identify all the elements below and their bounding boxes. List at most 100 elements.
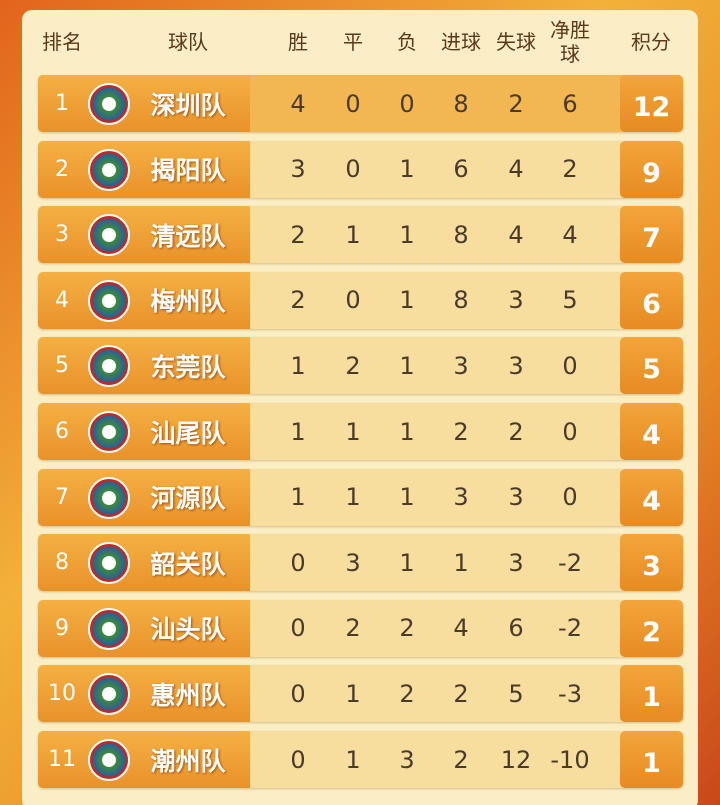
table-row: 10 惠州队 0 1 2 2 5 -3 1 bbox=[38, 665, 683, 723]
stat-gf: 4 bbox=[453, 614, 469, 643]
points: 1 bbox=[642, 682, 661, 714]
points-box bbox=[620, 337, 683, 395]
points-box bbox=[620, 534, 683, 592]
stat-w: 0 bbox=[290, 745, 306, 774]
stat-gf: 8 bbox=[453, 286, 469, 315]
stat-l: 0 bbox=[399, 89, 415, 118]
stat-w: 3 bbox=[290, 155, 306, 184]
stat-w: 2 bbox=[290, 220, 306, 249]
stat-gd: -3 bbox=[558, 679, 582, 708]
column-header: 球队 bbox=[168, 30, 208, 54]
team-name: 梅州队 bbox=[150, 287, 226, 317]
team-logo bbox=[88, 739, 130, 781]
team-name: 汕尾队 bbox=[150, 418, 226, 448]
points: 4 bbox=[642, 485, 661, 517]
team-name: 韶关队 bbox=[150, 549, 226, 579]
stat-w: 0 bbox=[290, 614, 306, 643]
team-logo bbox=[88, 476, 130, 519]
points: 5 bbox=[642, 354, 661, 386]
stat-d: 1 bbox=[345, 417, 361, 446]
points: 6 bbox=[642, 288, 661, 320]
table-row: 3 清远队 2 1 1 8 4 4 7 bbox=[38, 206, 683, 264]
table-row: 8 韶关队 0 3 1 1 3 -2 3 bbox=[38, 534, 683, 592]
column-header: 失球 bbox=[496, 30, 536, 54]
team-logo bbox=[88, 83, 130, 125]
team-name: 汕头队 bbox=[150, 615, 226, 645]
points: 3 bbox=[642, 551, 661, 583]
stat-ga: 3 bbox=[508, 351, 524, 380]
stat-gf: 3 bbox=[453, 483, 469, 512]
stat-ga: 5 bbox=[508, 679, 524, 708]
team-logo bbox=[88, 148, 130, 191]
team-logo bbox=[88, 345, 130, 388]
column-header: 排名 bbox=[42, 30, 82, 54]
team-name: 清远队 bbox=[150, 221, 226, 251]
stat-gf: 1 bbox=[453, 548, 469, 577]
stat-gd: 2 bbox=[562, 155, 578, 184]
table-row: 11 潮州队 0 1 3 2 12 -10 1 bbox=[38, 731, 683, 788]
team-block bbox=[38, 271, 250, 329]
team-logo bbox=[88, 214, 130, 257]
team-name: 揭阳队 bbox=[150, 156, 226, 186]
points-box bbox=[620, 468, 683, 526]
stat-ga: 3 bbox=[508, 286, 524, 315]
stat-w: 0 bbox=[290, 548, 306, 577]
stat-gd: 6 bbox=[562, 89, 578, 118]
stat-d: 2 bbox=[345, 351, 361, 380]
team-block bbox=[38, 140, 250, 198]
rank: 4 bbox=[55, 287, 69, 313]
stat-w: 1 bbox=[290, 483, 306, 512]
stat-w: 0 bbox=[290, 679, 306, 708]
stat-gf: 3 bbox=[453, 351, 469, 380]
team-block bbox=[38, 337, 250, 395]
points-box bbox=[620, 140, 683, 198]
column-header: 负 bbox=[397, 30, 417, 54]
team-block bbox=[38, 75, 250, 132]
team-block bbox=[38, 206, 250, 264]
column-header: 积分 bbox=[631, 30, 671, 54]
stat-gf: 2 bbox=[453, 745, 469, 774]
stat-gd: 0 bbox=[562, 417, 578, 446]
points: 1 bbox=[642, 748, 661, 779]
rank: 10 bbox=[48, 681, 76, 707]
stat-d: 2 bbox=[345, 614, 361, 643]
stat-ga: 3 bbox=[508, 483, 524, 512]
table-row: 5 东莞队 1 2 1 3 3 0 5 bbox=[38, 337, 683, 395]
stat-gf: 6 bbox=[453, 155, 469, 184]
points: 4 bbox=[642, 420, 661, 451]
points-box bbox=[620, 206, 683, 264]
stat-l: 1 bbox=[399, 548, 415, 577]
team-name: 东莞队 bbox=[150, 352, 226, 382]
stat-d: 3 bbox=[345, 548, 361, 577]
stat-w: 1 bbox=[290, 417, 306, 446]
team-logo bbox=[88, 279, 130, 322]
stat-ga: 12 bbox=[500, 745, 532, 774]
stat-w: 1 bbox=[290, 351, 306, 380]
stat-d: 0 bbox=[345, 286, 361, 315]
stat-gf: 2 bbox=[453, 679, 469, 708]
stat-gd: -10 bbox=[550, 745, 590, 774]
team-logo bbox=[88, 411, 130, 453]
stat-d: 0 bbox=[345, 155, 361, 184]
column-header: 进球 bbox=[441, 30, 481, 54]
stat-gf: 8 bbox=[453, 89, 469, 118]
team-block bbox=[38, 403, 250, 460]
team-logo bbox=[88, 673, 130, 716]
team-name: 潮州队 bbox=[150, 746, 226, 776]
stat-l: 1 bbox=[399, 220, 415, 249]
points: 2 bbox=[642, 616, 661, 648]
stat-w: 4 bbox=[290, 89, 306, 118]
table-row: 1 深圳队 4 0 0 8 2 6 12 bbox=[38, 75, 683, 132]
team-name: 惠州队 bbox=[150, 680, 226, 710]
stat-gf: 2 bbox=[453, 417, 469, 446]
rank: 7 bbox=[55, 484, 69, 510]
points: 9 bbox=[642, 157, 661, 189]
points-box bbox=[620, 403, 683, 460]
stat-l: 1 bbox=[399, 417, 415, 446]
stat-d: 1 bbox=[345, 220, 361, 249]
team-name: 深圳队 bbox=[150, 90, 226, 120]
stat-gd: -2 bbox=[558, 614, 582, 643]
team-block bbox=[38, 731, 250, 788]
stat-d: 1 bbox=[345, 745, 361, 774]
stat-l: 2 bbox=[399, 679, 415, 708]
